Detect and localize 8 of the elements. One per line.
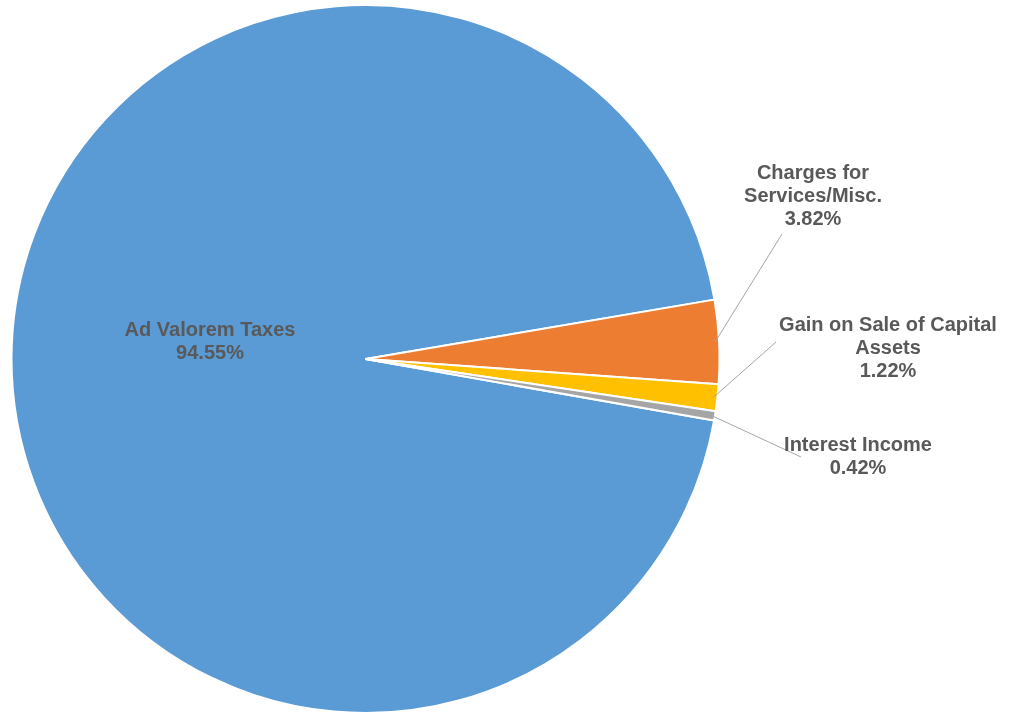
data-label: 0.42%: [829, 456, 887, 479]
slice-label: Interest Income: [784, 433, 932, 456]
data-label: 94.55%: [176, 341, 245, 364]
slice-label: Charges for Services/Misc.: [744, 160, 882, 206]
slice-label: Gain on Sale of Capital Assets: [779, 312, 997, 358]
data-label: 3.82%: [784, 206, 842, 229]
data-label: 1.22%: [859, 358, 917, 381]
slice-label: Ad Valorem Taxes: [124, 318, 296, 341]
